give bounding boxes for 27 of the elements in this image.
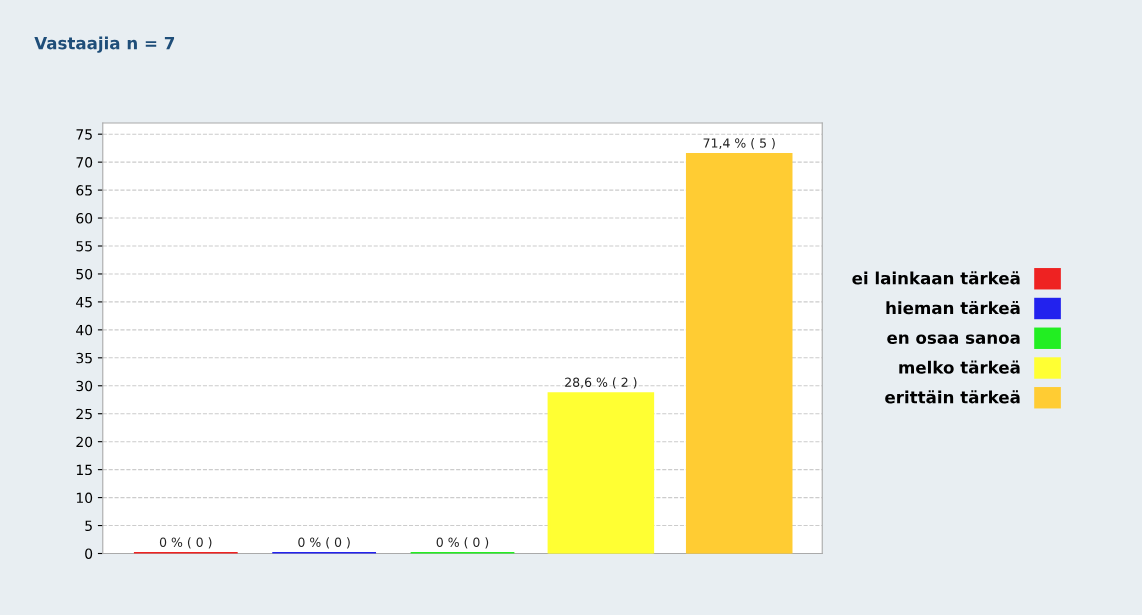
y-tick-label: 30: [76, 380, 93, 392]
y-tick-label: 15: [76, 464, 92, 476]
y-tick-label: 50: [76, 268, 93, 280]
legend-label: melko tärkeä: [899, 360, 1020, 374]
chart-title: Vastaajia n = 7: [34, 36, 175, 53]
data-label: 28,6 % ( 2 ): [565, 377, 637, 389]
y-tick-label: 45: [76, 297, 92, 308]
legend-label: ei lainkaan tärkeä: [852, 271, 1020, 285]
data-label: 71,4 % ( 5 ): [703, 138, 775, 150]
data-label: 0 % ( 0 ): [159, 537, 212, 549]
y-tick-label: 65: [76, 185, 92, 196]
data-label: 0 % ( 0 ): [436, 537, 489, 549]
legend-label: erittäin tärkeä: [885, 390, 1020, 404]
y-tick-label: 40: [76, 324, 93, 336]
y-tick-label: 55: [76, 241, 92, 252]
y-tick-label: 20: [76, 436, 93, 448]
y-tick-label: 10: [76, 492, 93, 504]
y-tick-label: 5: [85, 520, 92, 532]
data-label: 0 % ( 0 ): [298, 537, 350, 549]
y-tick-label: 35: [76, 352, 92, 364]
y-tick-label: 70: [76, 157, 93, 168]
y-tick-label: 60: [76, 213, 93, 224]
y-tick-label: 0: [85, 548, 93, 559]
y-tick-label: 25: [76, 408, 92, 420]
legend-label: en osaa sanoa: [887, 334, 1020, 344]
legend-label: hieman tärkeä: [886, 301, 1020, 315]
y-tick-label: 75: [76, 129, 92, 140]
